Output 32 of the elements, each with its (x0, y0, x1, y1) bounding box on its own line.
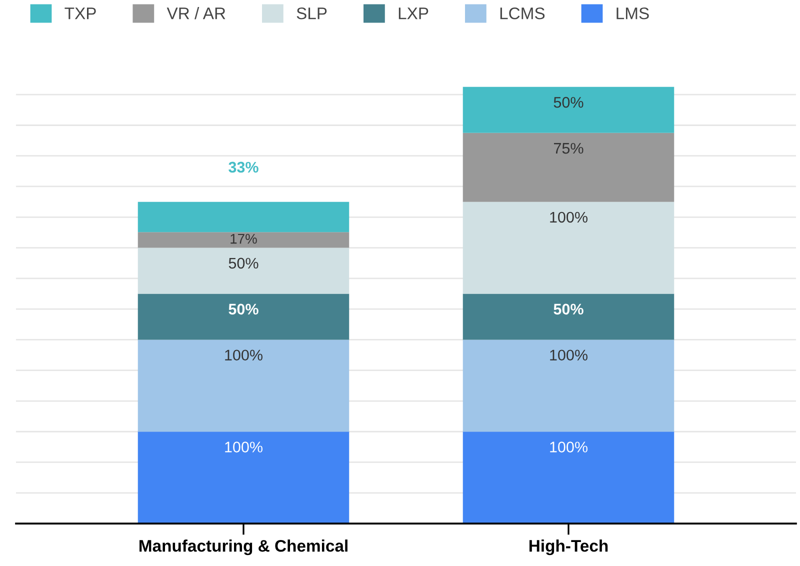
bar (462, 132, 674, 202)
data-label: 100% (550, 442, 588, 452)
bar (138, 340, 350, 432)
bar (138, 294, 350, 340)
data-label: 17% (230, 234, 257, 244)
data-label: 50% (228, 258, 258, 269)
data-label: 75% (554, 142, 584, 154)
data-label: 33% (228, 162, 258, 173)
legend-label: SLP (296, 7, 327, 20)
bar (462, 202, 674, 294)
data-label: 100% (550, 350, 588, 361)
bar (138, 232, 350, 248)
legend-label: LCMS (500, 7, 545, 20)
bar (138, 432, 350, 524)
data-label: 50% (554, 96, 584, 108)
legend-label: LXP (398, 8, 428, 20)
legend-label: LMS (616, 7, 649, 20)
bar (138, 202, 350, 232)
data-label: 50% (554, 304, 584, 315)
legend-label: TXP (64, 8, 96, 20)
data-label: 100% (225, 350, 262, 361)
bar (462, 432, 674, 524)
bar (462, 294, 674, 340)
data-label: 50% (228, 304, 258, 315)
bar (138, 248, 350, 294)
bar (462, 86, 674, 133)
x-tick-label: High-Tech (529, 540, 608, 556)
data-label: 100% (550, 212, 588, 223)
legend-label: VR / AR (166, 7, 226, 20)
x-tick-label: Manufacturing & Chemical (140, 540, 348, 556)
data-label: 100% (225, 442, 262, 452)
bar (462, 340, 674, 432)
